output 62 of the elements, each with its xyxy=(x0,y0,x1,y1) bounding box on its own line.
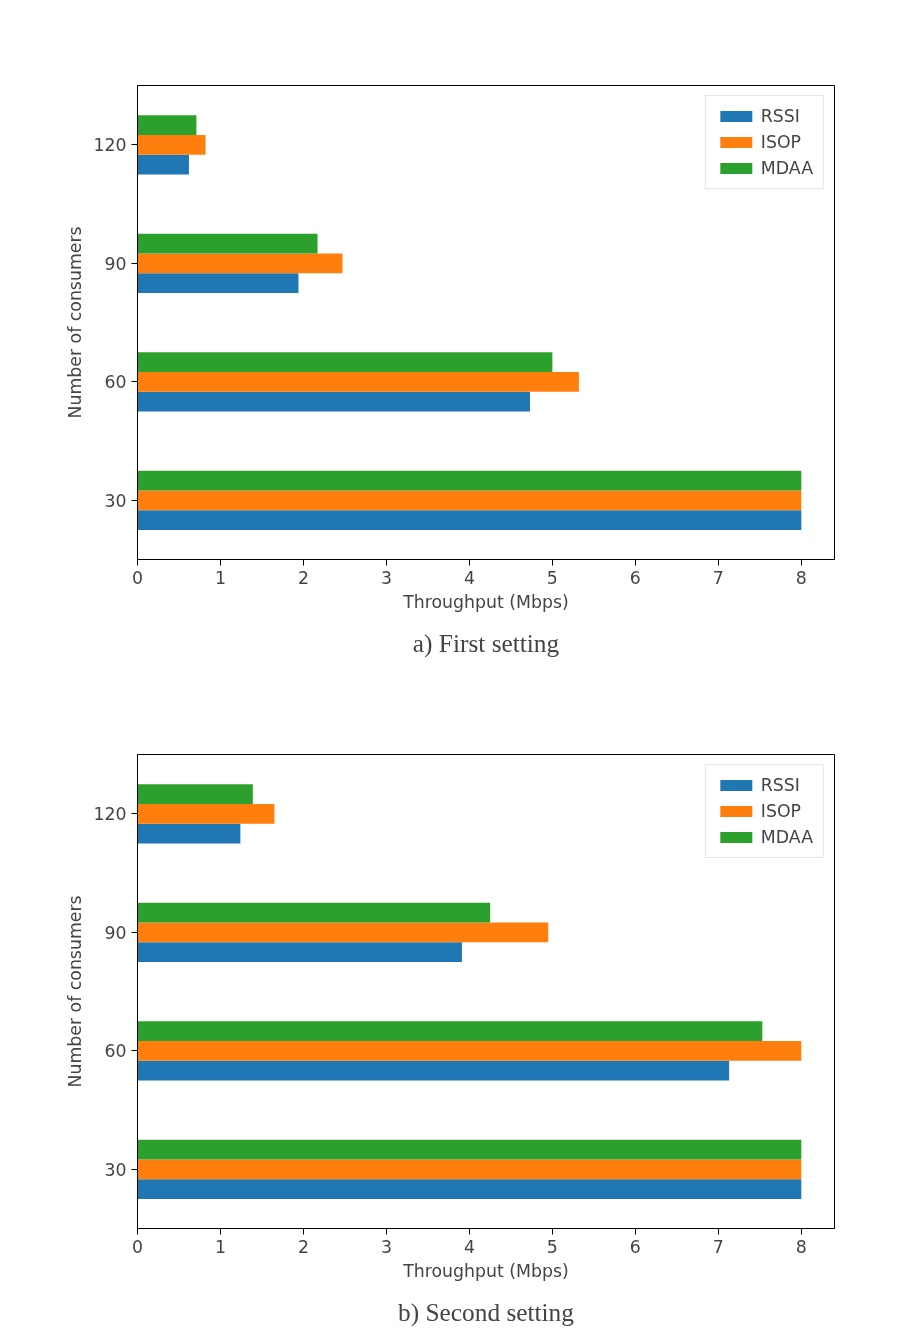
y-axis-title: Number of consumers xyxy=(65,226,86,419)
y-tick-label: 30 xyxy=(104,1159,127,1180)
bar xyxy=(137,352,553,372)
bar xyxy=(137,273,299,293)
bar xyxy=(137,942,462,962)
x-axis-title: Throughput (Mbps) xyxy=(402,1260,569,1281)
y-axis-title: Number of consumers xyxy=(65,895,86,1088)
bar xyxy=(137,134,206,155)
x-tick-label: 2 xyxy=(297,567,309,588)
x-tick-label: 2 xyxy=(297,1236,309,1257)
bar xyxy=(137,1060,730,1081)
bar xyxy=(137,1139,802,1160)
bar xyxy=(137,1021,763,1041)
x-tick-label: 0 xyxy=(131,1236,144,1257)
y-tick-label: 60 xyxy=(104,372,127,393)
x-tick-label: 6 xyxy=(629,1236,641,1257)
legend-label: RSSI xyxy=(760,775,800,795)
bar xyxy=(137,470,802,491)
bar xyxy=(137,922,549,943)
bar xyxy=(137,391,530,412)
bar xyxy=(137,253,343,274)
bar xyxy=(137,823,241,844)
x-tick-label: 1 xyxy=(214,567,226,588)
bar xyxy=(137,233,318,254)
bar xyxy=(137,902,491,923)
bar xyxy=(137,1040,802,1061)
x-tick-label: 1 xyxy=(214,1236,226,1257)
x-tick-label: 7 xyxy=(712,567,724,588)
x-tick-label: 3 xyxy=(380,567,392,588)
x-tick-label: 6 xyxy=(629,567,641,588)
y-tick-label: 30 xyxy=(104,490,127,511)
x-tick-label: 8 xyxy=(795,1236,807,1257)
bar xyxy=(137,1179,802,1199)
x-tick-label: 3 xyxy=(380,1236,392,1257)
y-tick-label: 120 xyxy=(93,135,127,156)
y-tick-label: 120 xyxy=(93,804,127,825)
x-tick-label: 7 xyxy=(712,1236,724,1257)
x-tick-label: 4 xyxy=(463,567,475,588)
x-tick-label: 4 xyxy=(463,1236,475,1257)
text: b) Second setting xyxy=(398,1298,575,1327)
y-tick-label: 60 xyxy=(104,1041,127,1062)
y-tick-label: 90 xyxy=(104,253,127,274)
legend-label: ISOP xyxy=(760,132,802,152)
bar xyxy=(137,490,802,511)
bar xyxy=(137,784,253,804)
x-axis-title: Throughput (Mbps) xyxy=(402,591,569,612)
y-tick-label: 90 xyxy=(104,922,127,943)
x-tick-label: 0 xyxy=(131,567,144,588)
bar xyxy=(137,115,197,135)
legend-label: MDAA xyxy=(760,158,813,178)
legend-label: MDAA xyxy=(760,827,813,847)
x-tick-label: 8 xyxy=(795,567,807,588)
text: a) First setting xyxy=(412,629,560,658)
x-tick-label: 5 xyxy=(546,567,558,588)
bar xyxy=(137,803,275,824)
bar xyxy=(137,1159,802,1180)
x-tick-label: 5 xyxy=(546,1236,558,1257)
legend-label: ISOP xyxy=(760,801,802,821)
bar xyxy=(137,371,579,392)
bar xyxy=(137,510,802,530)
legend-label: RSSI xyxy=(760,106,800,126)
bar xyxy=(137,154,189,175)
